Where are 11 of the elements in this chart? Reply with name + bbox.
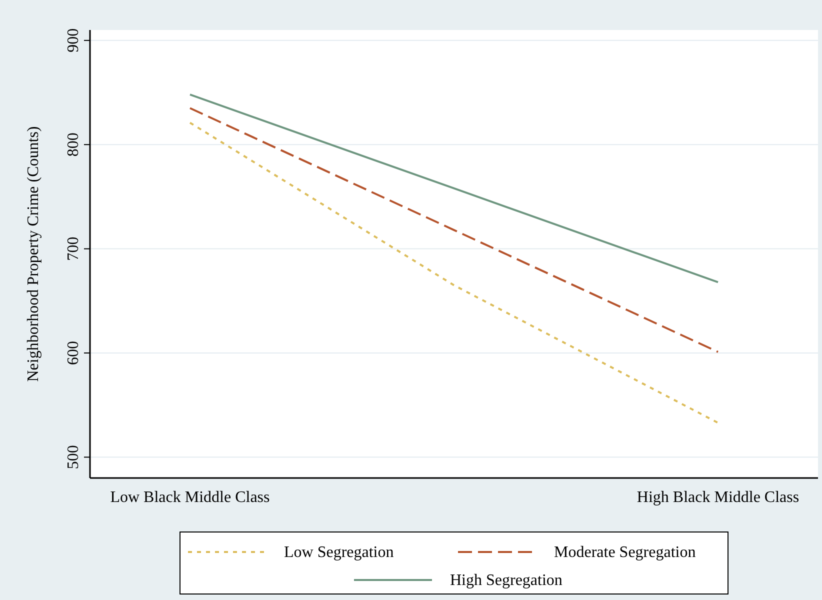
y-tick-label: 700 [65, 236, 82, 261]
y-tick-label: 800 [65, 132, 82, 157]
y-tick-label: 900 [65, 28, 82, 52]
x-tick-label: Low Black Middle Class [110, 489, 270, 506]
x-tick-label: High Black Middle Class [636, 489, 800, 506]
y-tick-label: 500 [65, 445, 82, 470]
legend-label: Low Segregation [284, 544, 394, 561]
legend-label: Moderate Segregation [554, 544, 696, 561]
y-axis-title: Neighborhood Property Crime (Counts) [25, 126, 42, 382]
y-tick-label: 600 [65, 340, 82, 365]
legend-label: High Segregation [450, 572, 562, 589]
